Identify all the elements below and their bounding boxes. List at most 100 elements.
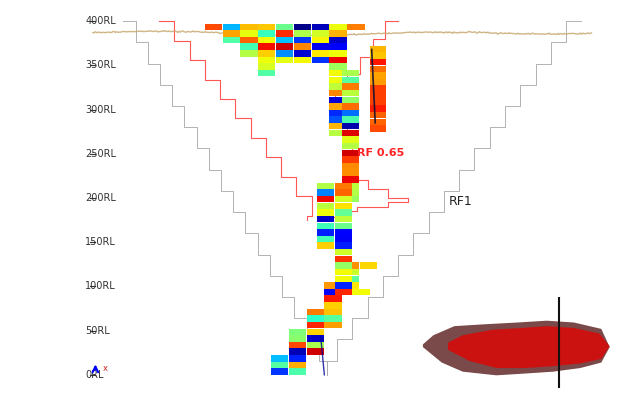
Bar [329,70,347,76]
Bar [335,262,352,269]
Text: 400RL: 400RL [85,16,116,26]
Bar [223,30,240,37]
Bar [258,24,275,30]
Bar [342,90,359,96]
Bar [294,37,311,43]
Bar [271,355,288,362]
Bar [289,362,306,368]
Bar [335,223,352,229]
Bar [271,368,288,375]
Bar [324,302,342,308]
Bar [307,322,324,328]
Bar [240,44,258,50]
Bar [276,24,293,30]
Text: RF 0.65: RF 0.65 [357,148,404,158]
Bar [342,129,359,136]
Bar [317,216,334,222]
Bar [342,77,359,83]
Bar [294,30,311,37]
Bar [329,110,347,116]
Bar [289,335,306,342]
Bar [317,229,334,236]
Bar [271,362,288,368]
Bar [240,24,258,30]
Text: 150RL: 150RL [85,237,116,247]
Bar [324,315,342,322]
Bar [342,196,359,202]
Bar [294,50,311,57]
Bar [329,30,347,37]
Bar [329,97,347,103]
Bar [205,24,222,30]
Bar [370,66,386,72]
Bar [342,143,359,149]
Bar [307,329,324,335]
Bar [335,196,352,202]
Bar [329,77,347,83]
Bar [335,183,352,189]
Bar [335,256,352,262]
Bar [258,44,275,50]
Bar [342,282,359,289]
Bar [258,50,275,57]
Bar [324,295,342,302]
Bar [342,183,359,189]
Bar [342,103,359,110]
Bar [370,72,386,79]
Bar [335,269,352,275]
Bar [240,50,258,57]
Bar [342,116,359,123]
Bar [258,70,275,76]
Text: 200RL: 200RL [85,193,116,203]
Bar [342,150,359,156]
Text: 100RL: 100RL [85,282,116,291]
Bar [335,236,352,242]
Bar [294,24,311,30]
Bar [370,46,386,52]
Bar [276,30,293,37]
Bar [223,37,240,43]
Bar [370,79,386,85]
Polygon shape [423,321,610,375]
Bar [312,30,329,37]
Bar [317,236,334,242]
Bar [342,189,359,196]
Text: x: x [103,364,108,373]
Bar [324,309,342,315]
Bar [342,136,359,143]
Bar [276,50,293,57]
Bar [342,262,359,269]
Bar [370,125,386,132]
Bar [329,44,347,50]
Bar [294,44,311,50]
Bar [335,276,352,282]
Bar [324,282,342,289]
Bar [342,70,359,76]
Bar [335,242,352,249]
Bar [312,44,329,50]
Bar [276,37,293,43]
Text: 50RL: 50RL [85,326,110,336]
Bar [312,50,329,57]
Bar [307,309,324,315]
Bar [335,209,352,216]
Text: 350RL: 350RL [85,60,116,70]
Bar [329,57,347,63]
Bar [289,355,306,362]
Bar [307,342,324,348]
Bar [329,116,347,123]
Bar [312,57,329,63]
Bar [370,92,386,99]
Text: 0RL: 0RL [85,370,104,380]
Bar [329,37,347,43]
Bar [307,315,324,322]
Bar [342,276,359,282]
Bar [317,242,334,249]
Bar [289,348,306,355]
Bar [289,368,306,375]
Bar [317,203,334,209]
Bar [370,119,386,125]
Bar [317,209,334,216]
Bar [317,183,334,189]
Bar [276,57,293,63]
